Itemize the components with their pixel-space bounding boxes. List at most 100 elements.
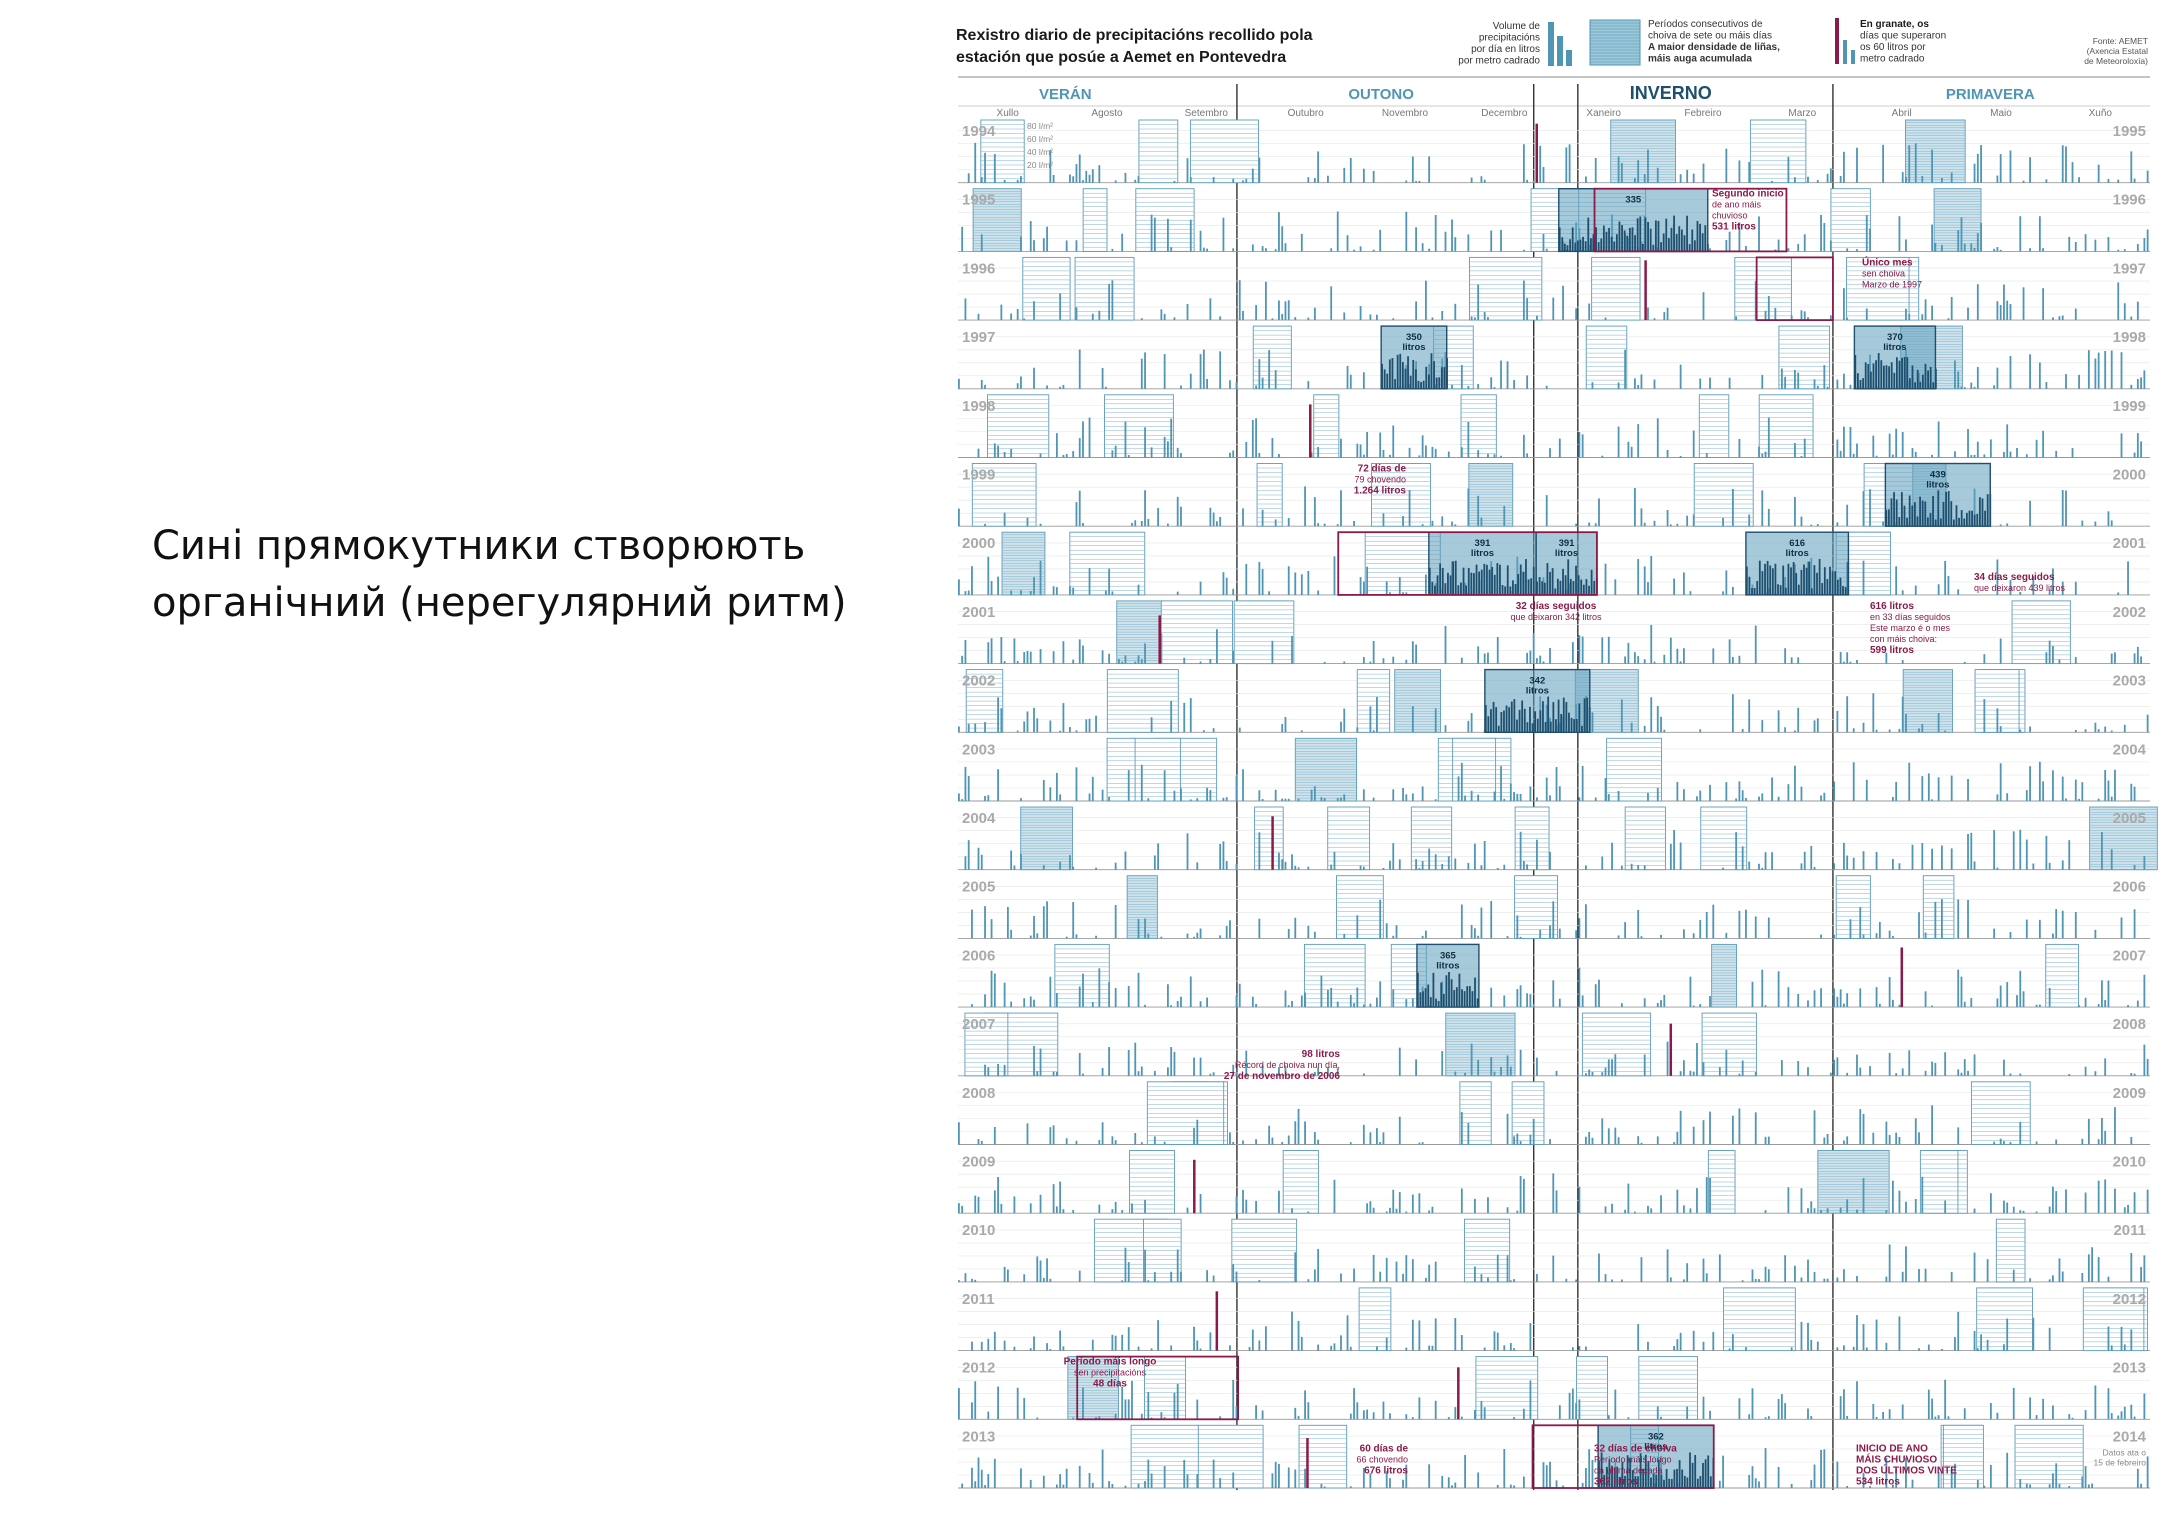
daily-rain-bar	[1480, 1400, 1483, 1420]
daily-rain-bar	[1235, 1405, 1238, 1420]
daily-rain-bar	[1725, 240, 1728, 252]
daily-rain-bar	[1493, 1071, 1496, 1076]
daily-rain-bar	[1986, 1259, 1989, 1282]
daily-rain-bar	[1588, 1449, 1591, 1488]
annotation-text: que deixaron 342 litros	[1510, 612, 1602, 622]
highlight-bar	[1562, 697, 1565, 733]
highlight-bar	[1895, 357, 1898, 389]
daily-rain-bar	[1072, 587, 1075, 595]
daily-rain-bar	[1934, 242, 1937, 252]
highlight-period	[1745, 531, 1850, 596]
daily-rain-bar	[1989, 1465, 1992, 1488]
daily-rain-bar	[1878, 1003, 1881, 1008]
month-label: Outubro	[1288, 108, 1325, 119]
highlight-bar	[1463, 991, 1466, 1008]
daily-rain-bar	[1359, 444, 1362, 458]
daily-rain-bar	[2019, 1210, 2022, 1214]
daily-rain-bar	[1973, 454, 1976, 458]
daily-rain-bar	[1516, 989, 1519, 1008]
daily-rain-bar	[1506, 936, 1509, 939]
year-label-right: 1998	[2113, 329, 2146, 346]
highlight-bar	[1547, 696, 1550, 733]
daily-rain-bar	[1255, 305, 1257, 321]
daily-rain-bar	[1124, 655, 1127, 664]
highlight-bar	[1895, 499, 1898, 527]
daily-rain-bar	[1656, 706, 1659, 733]
daily-rain-bar	[1180, 996, 1182, 1008]
daily-rain-bar	[1807, 1208, 1809, 1214]
daily-rain-bar	[1898, 728, 1901, 733]
season-label: PRIMAVERA	[1946, 86, 2035, 103]
daily-rain-bar	[1637, 384, 1640, 389]
annotation-text: 60 días de	[1360, 1443, 1409, 1454]
daily-rain-bar	[1392, 1189, 1395, 1214]
daily-rain-bar	[1558, 998, 1561, 1008]
highlight-bar	[1422, 991, 1424, 1008]
daily-rain-bar	[1451, 521, 1453, 527]
highlight-bar	[1475, 564, 1478, 595]
daily-rain-bar	[2003, 1141, 2005, 1145]
daily-rain-bar	[2087, 1118, 2090, 1145]
daily-rain-bar	[1026, 1123, 1029, 1145]
daily-rain-bar	[1738, 1398, 1741, 1420]
daily-rain-bar	[1914, 1118, 1917, 1145]
daily-rain-bar	[1189, 698, 1192, 733]
year-label-right: 2003	[2113, 673, 2146, 690]
daily-rain-bar	[2081, 520, 2084, 527]
daily-rain-bar	[1235, 775, 1238, 801]
daily-rain-bar	[1039, 649, 1042, 664]
daily-rain-bar	[1193, 1057, 1195, 1076]
highlight-bar	[1885, 509, 1888, 527]
daily-rain-bar	[1614, 579, 1617, 595]
caption-line-2: органічний (нерегулярний ритм)	[152, 579, 847, 626]
daily-rain-bar	[1509, 783, 1512, 801]
legend-bars-text: por día en litros	[1471, 44, 1540, 55]
daily-rain-bar	[1950, 775, 1953, 801]
daily-rain-bar	[987, 795, 990, 801]
daily-rain-bar	[1833, 934, 1836, 939]
daily-rain-bar	[1447, 1477, 1450, 1488]
daily-rain-bar	[1506, 1113, 1509, 1145]
daily-rain-bar	[1268, 591, 1271, 595]
daily-rain-bar	[1173, 1392, 1176, 1420]
daily-rain-bar	[1673, 1346, 1675, 1351]
daily-rain-bar	[1702, 1120, 1705, 1145]
daily-rain-bar	[1816, 524, 1819, 527]
daily-rain-bar	[1467, 234, 1470, 252]
highlight-bar	[1924, 501, 1927, 527]
highlight-label: litros	[1402, 342, 1425, 353]
daily-rain-bar	[1545, 495, 1548, 527]
highlight-bar	[1618, 1476, 1621, 1488]
daily-rain-bar	[1761, 969, 1764, 1008]
legend-granate-sample	[1835, 18, 1839, 64]
daily-rain-bar	[1091, 776, 1094, 801]
daily-rain-bar	[1836, 439, 1839, 458]
daily-rain-bar	[1980, 145, 1982, 183]
daily-rain-bar	[1829, 315, 1832, 321]
legend-granate-text: metro cadrado	[1860, 54, 1925, 65]
daily-rain-bar	[993, 973, 996, 1008]
daily-rain-bar	[1480, 907, 1483, 939]
daily-rain-bar	[2055, 450, 2058, 458]
daily-rain-bar	[1287, 566, 1290, 595]
highlight-bar	[1644, 1454, 1647, 1488]
daily-rain-bar	[997, 697, 999, 733]
daily-rain-bar	[1075, 767, 1078, 801]
daily-rain-bar	[1519, 1176, 1522, 1214]
daily-rain-bar	[1905, 176, 1907, 183]
daily-rain-bar	[2146, 714, 2149, 733]
daily-rain-bar	[1754, 1478, 1757, 1488]
daily-rain-bar	[1144, 427, 1146, 458]
highlight-bar	[1473, 573, 1475, 595]
daily-rain-bar	[1258, 157, 1261, 183]
highlight-bar	[1508, 707, 1511, 733]
daily-rain-bar	[1180, 1271, 1182, 1282]
annotation-text: con máis choiva:	[1870, 634, 1937, 644]
daily-rain-bar	[1362, 1124, 1365, 1145]
daily-rain-bar	[1767, 1136, 1770, 1145]
daily-rain-bar	[1258, 359, 1261, 389]
daily-rain-bar	[1852, 762, 1855, 801]
daily-rain-bar	[2130, 384, 2133, 389]
daily-rain-bar	[1594, 797, 1597, 801]
daily-rain-bar	[1647, 149, 1649, 183]
